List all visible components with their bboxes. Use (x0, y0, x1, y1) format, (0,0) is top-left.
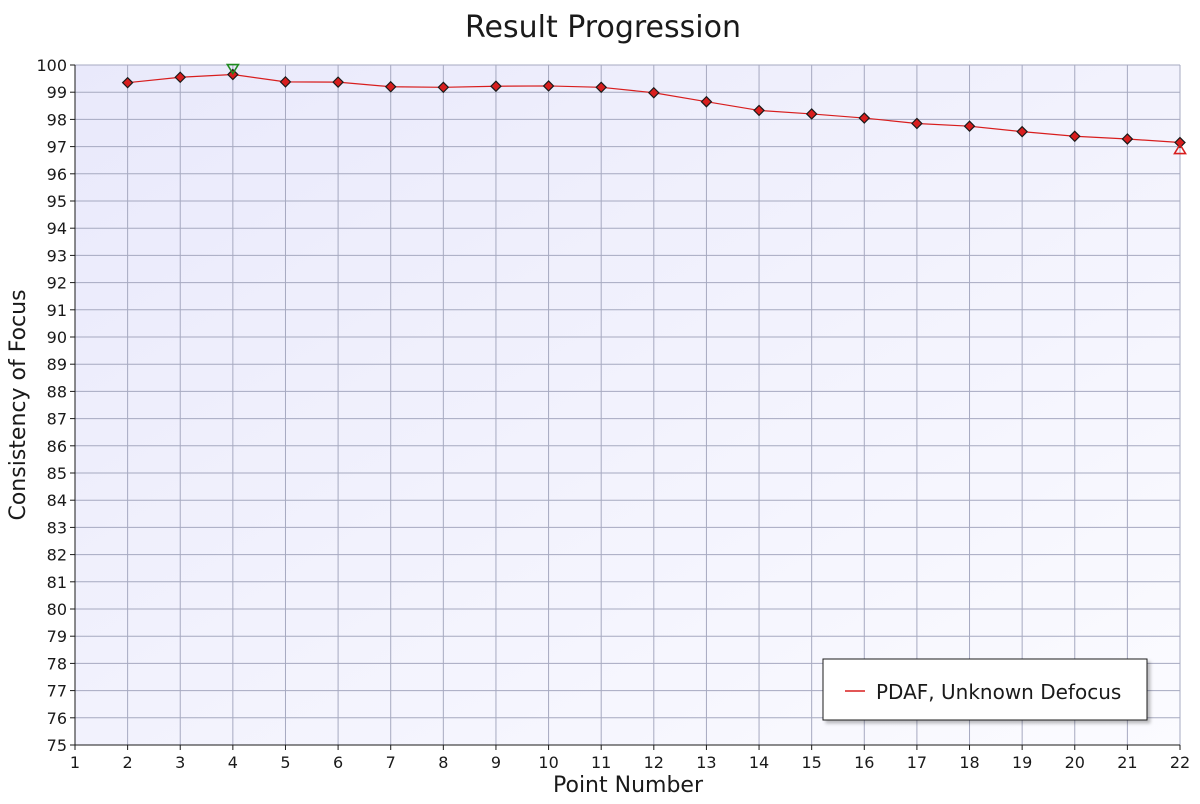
y-tick-label: 79 (47, 627, 67, 646)
y-tick-label: 76 (47, 709, 67, 728)
legend: PDAF, Unknown Defocus (822, 658, 1148, 721)
y-tick-label: 93 (47, 246, 67, 265)
data-point (858, 112, 871, 124)
x-tick-label: 1 (70, 753, 80, 772)
y-tick-label: 78 (47, 654, 67, 673)
x-tick-label: 18 (959, 753, 979, 772)
annotation-layer (225, 63, 1187, 155)
data-point (490, 80, 502, 93)
y-tick-label: 81 (47, 573, 67, 592)
legend-label: PDAF, Unknown Defocus (876, 680, 1121, 704)
x-axis-title: Point Number (553, 773, 704, 798)
x-tick-label: 15 (801, 753, 821, 772)
data-point (384, 80, 397, 93)
x-tick-label: 6 (333, 753, 343, 772)
y-tick-label: 88 (47, 382, 67, 401)
y-tick-label: 91 (47, 301, 67, 320)
x-tick-label: 11 (591, 753, 611, 772)
data-point (1068, 130, 1081, 143)
x-tick-label: 20 (1065, 753, 1085, 772)
x-tick-label: 9 (491, 753, 501, 772)
data-point (753, 104, 765, 117)
plot-area (75, 65, 1180, 745)
x-tick-label: 13 (696, 753, 716, 772)
x-tick-label: 16 (854, 753, 874, 772)
data-point (805, 108, 818, 120)
chart-title: Result Progression (465, 10, 741, 45)
x-tick-label: 7 (386, 753, 396, 772)
data-point (911, 117, 923, 130)
x-tick-label: 14 (749, 753, 769, 772)
x-tick-label: 3 (175, 753, 185, 772)
y-tick-label: 90 (47, 328, 67, 347)
y-tick-label: 75 (47, 736, 67, 755)
legend-box (822, 658, 1148, 721)
y-tick-label: 99 (47, 83, 67, 102)
x-tick-label: 8 (438, 753, 448, 772)
data-point (595, 81, 608, 94)
data-point (963, 120, 976, 133)
data-point (700, 95, 713, 108)
x-tick-label: 10 (538, 753, 558, 772)
data-point (542, 80, 555, 92)
y-axis-title: Consistency of Focus (6, 289, 31, 520)
y-tick-label: 86 (47, 437, 67, 456)
x-tick-label: 5 (280, 753, 290, 772)
x-tick-label: 21 (1117, 753, 1137, 772)
y-tick-label: 85 (47, 464, 67, 483)
data-point (174, 71, 187, 84)
y-tick-label: 95 (47, 192, 67, 211)
y-tick-label: 97 (47, 138, 67, 157)
y-tick-label: 84 (47, 491, 67, 510)
data-point (1174, 136, 1186, 149)
x-tick-label: 22 (1170, 753, 1190, 772)
y-tick-label: 77 (47, 682, 67, 701)
y-tick-label: 100 (36, 56, 67, 75)
data-point (1016, 125, 1028, 138)
data-point (437, 81, 450, 94)
max-marker (225, 63, 240, 76)
data-point (121, 76, 134, 89)
y-tick-label: 87 (47, 410, 67, 429)
y-tick-label: 92 (47, 274, 67, 293)
x-tick-label: 17 (907, 753, 927, 772)
x-tick-label: 12 (644, 753, 664, 772)
data-point (332, 76, 344, 88)
y-tick-label: 98 (47, 110, 67, 129)
min-marker (1173, 142, 1187, 155)
y-tick-label: 96 (47, 165, 67, 184)
data-point (1121, 133, 1134, 145)
x-tick-label: 2 (123, 753, 133, 772)
y-tick-label: 82 (47, 546, 67, 565)
series-layer (121, 68, 1186, 149)
data-point (647, 86, 660, 99)
x-tick-label: 4 (228, 753, 238, 772)
axes: 1 2 3 4 5 6 7 8 9 10 11 12 13 14 15 16 17 18 19 20 21 2275767… (36, 56, 1190, 772)
y-tick-label: 89 (47, 355, 67, 374)
y-tick-label: 94 (47, 219, 67, 238)
data-point (279, 76, 292, 88)
x-tick-label: 19 (1012, 753, 1032, 772)
y-tick-label: 83 (47, 518, 67, 537)
y-tick-label: 80 (47, 600, 67, 619)
